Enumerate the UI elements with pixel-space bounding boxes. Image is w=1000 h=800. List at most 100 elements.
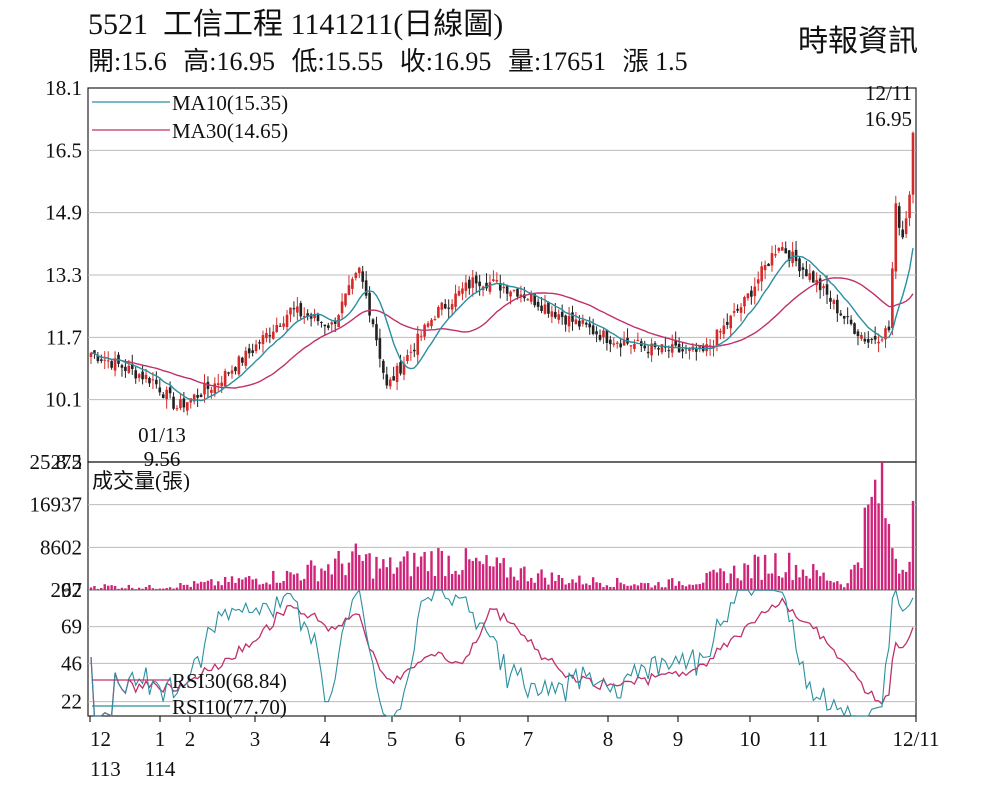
- candle-body: [144, 374, 148, 380]
- candle-body: [241, 357, 244, 363]
- volume-bar: [364, 554, 368, 590]
- xaxis-tick-label: 11: [808, 727, 828, 751]
- candle-body: [416, 333, 420, 355]
- candle-body: [275, 325, 279, 333]
- volume-bar: [220, 585, 223, 590]
- volume-bar: [127, 584, 131, 590]
- candle-body: [698, 345, 702, 349]
- candle-body: [430, 319, 433, 327]
- candle-body: [863, 338, 867, 342]
- volume-bar: [784, 572, 787, 590]
- candle-body: [468, 279, 471, 289]
- volume-bar: [908, 561, 911, 590]
- volume-bar: [760, 579, 763, 590]
- price-ytick: 13.3: [45, 263, 82, 287]
- volume-bar: [199, 581, 203, 590]
- candle-body: [512, 289, 516, 291]
- candle-body: [478, 281, 481, 287]
- price-ytick: 11.7: [46, 325, 82, 349]
- candle-body: [447, 307, 450, 309]
- volume-bar: [457, 574, 461, 590]
- candle-body: [609, 339, 612, 345]
- price-ytick: 8.5: [56, 450, 82, 474]
- candle-body: [612, 343, 616, 345]
- candle-body: [120, 365, 124, 368]
- candle-body: [615, 342, 619, 344]
- candle-body: [227, 372, 230, 374]
- volume-bar: [585, 583, 588, 590]
- volume-bar: [578, 575, 581, 590]
- candle-body: [502, 286, 506, 289]
- volume-bar: [248, 576, 251, 590]
- candle-body: [175, 408, 179, 410]
- volume-bar: [777, 576, 781, 590]
- candle-body: [141, 371, 144, 380]
- xaxis-year-label: 114: [145, 757, 176, 781]
- volume-bar: [863, 507, 867, 590]
- rsi-ytick: 92: [61, 578, 82, 602]
- candle-body: [750, 290, 753, 297]
- price-ytick: 10.1: [45, 388, 82, 412]
- volume-bar: [333, 558, 337, 590]
- volume-bar: [619, 582, 622, 590]
- candle-body: [299, 303, 303, 317]
- volume-bar: [643, 583, 646, 590]
- volume-bar: [254, 578, 258, 590]
- candle-body: [172, 396, 175, 409]
- candle-body: [251, 350, 254, 353]
- volume-bar: [299, 580, 302, 590]
- volume-bar: [275, 582, 278, 590]
- volume-bar: [340, 563, 344, 590]
- candle-body: [485, 282, 488, 289]
- volume-bar: [471, 560, 474, 590]
- candle-body: [571, 312, 574, 322]
- volume-bar: [588, 585, 591, 590]
- volume-bar: [499, 563, 502, 590]
- stock-code: 5521: [88, 8, 148, 41]
- candle-body: [443, 304, 447, 309]
- volume-bar: [399, 561, 402, 590]
- candle-body: [474, 275, 478, 284]
- volume-bar: [712, 569, 715, 590]
- volume-bar: [416, 566, 419, 590]
- volume-bar: [612, 587, 615, 590]
- volume-bar: [825, 580, 829, 590]
- candle-body: [591, 325, 595, 335]
- volume-bar: [265, 582, 268, 590]
- volume-bar: [801, 569, 805, 590]
- volume-bar: [595, 582, 598, 590]
- xaxis-tick-label: 2: [185, 727, 196, 751]
- volume-bar: [492, 566, 495, 590]
- volume-bar: [478, 561, 481, 590]
- ma10-line: [90, 247, 914, 402]
- volume-bar: [719, 568, 722, 590]
- candle-body: [364, 280, 368, 296]
- legend-ma30: MA30(14.65): [172, 119, 288, 143]
- volume-bar: [516, 580, 519, 590]
- candle-body: [732, 311, 736, 313]
- volume-bar: [395, 567, 399, 590]
- candle-body: [179, 399, 182, 409]
- volume-bar: [550, 572, 554, 590]
- volume-bar: [423, 551, 426, 590]
- volume-bar: [626, 585, 629, 590]
- candle-body: [203, 383, 206, 395]
- candle-body: [836, 299, 839, 314]
- volume-bar: [753, 554, 756, 590]
- volume-bar: [289, 572, 292, 590]
- candle-body: [767, 263, 770, 267]
- low-value-annotation: 9.56: [144, 447, 181, 471]
- volume-bar: [684, 586, 688, 590]
- candle-body: [584, 322, 588, 325]
- volume-bar: [192, 581, 196, 590]
- volume-bar: [547, 584, 550, 590]
- candle-body: [581, 320, 585, 324]
- candle-body: [186, 402, 189, 411]
- candle-body: [557, 314, 561, 320]
- volume-bar: [873, 479, 877, 590]
- volume-bar: [746, 564, 750, 590]
- candle-body: [216, 383, 220, 386]
- candle-body: [743, 297, 746, 307]
- volume-bar: [708, 571, 712, 590]
- xaxis-year-label: 113: [90, 757, 121, 781]
